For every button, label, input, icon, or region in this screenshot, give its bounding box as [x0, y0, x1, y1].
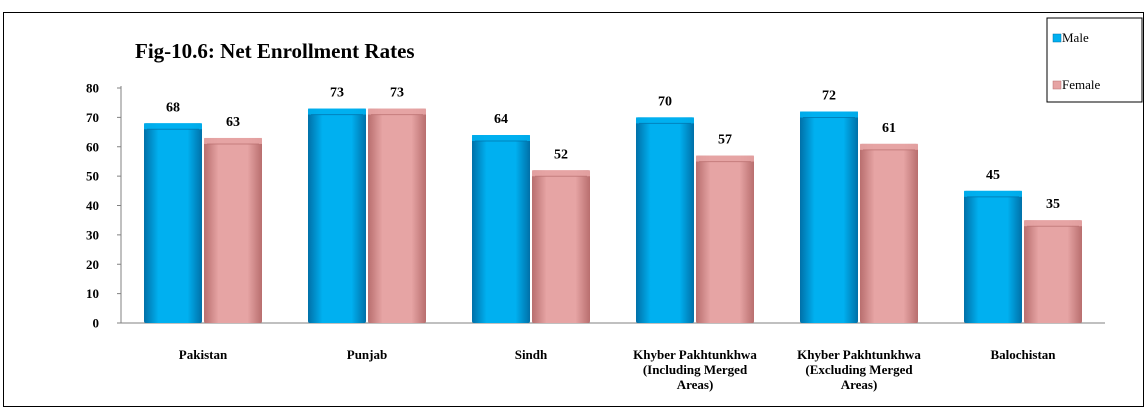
- bar-female: [204, 137, 262, 323]
- data-label: 52: [554, 147, 568, 162]
- bar-bevel: [308, 108, 366, 115]
- bars: [144, 108, 1082, 323]
- y-tick-label: 10: [86, 286, 99, 301]
- y-tick-label: 80: [86, 81, 99, 96]
- legend-swatch-male: [1052, 33, 1062, 43]
- bar-bevel: [368, 108, 426, 115]
- bar-male: [964, 190, 1022, 323]
- y-tick-label: 50: [86, 169, 99, 184]
- bar-bevel: [472, 135, 530, 141]
- category-labels: Pakistan Punjab Sindh Khyber Pakhtunkhwa (In…: [179, 347, 1056, 392]
- bar-female: [860, 143, 918, 323]
- chart-title: Fig-10.6: Net Enrollment Rates: [135, 39, 415, 63]
- bar-bevel: [144, 123, 202, 130]
- y-tick-label: 40: [86, 198, 99, 213]
- bar-female: [532, 170, 590, 323]
- bar-bevel: [860, 143, 918, 150]
- data-label: 73: [390, 86, 404, 101]
- data-label: 73: [330, 86, 344, 101]
- category-label: Khyber Pakhtunkhwa (Including Merged Areas…: [633, 347, 757, 392]
- category-label: Sindh: [515, 347, 548, 362]
- y-tick-label: 60: [86, 139, 99, 154]
- bar-bevel: [204, 137, 262, 144]
- category-label: Khyber Pakhtunkhwa (Excluding Merged Areas…: [797, 347, 921, 392]
- legend-box: [1046, 17, 1143, 103]
- data-label: 45: [986, 168, 1000, 183]
- bar-male: [308, 108, 366, 323]
- legend-label-male: Male: [1062, 30, 1089, 45]
- legend: Male Female: [1046, 17, 1143, 103]
- y-axis: 0 10 20 30 40 50 60 70 80: [86, 81, 1105, 331]
- data-label: 63: [226, 115, 240, 130]
- y-tick-label: 0: [93, 316, 100, 331]
- data-label: 70: [658, 94, 672, 109]
- bar-male: [144, 123, 202, 323]
- bar-female: [368, 108, 426, 323]
- bar-male: [800, 111, 858, 323]
- bar-bevel: [636, 117, 694, 124]
- bar-bevel: [696, 155, 754, 162]
- category-label: Pakistan: [179, 347, 228, 362]
- category-label: Punjab: [347, 347, 387, 362]
- y-tick-label: 20: [86, 257, 99, 272]
- bar-male: [636, 117, 694, 323]
- data-label: 61: [882, 121, 896, 136]
- bar-female: [696, 155, 754, 323]
- data-label: 68: [166, 100, 180, 115]
- data-label: 72: [822, 89, 836, 104]
- y-tick-label: 70: [86, 110, 99, 125]
- legend-swatch-female: [1052, 80, 1062, 90]
- data-label: 64: [494, 112, 508, 127]
- data-labels: 68 63 73 73 64 52 70 57 72 61 45 35: [166, 86, 1060, 213]
- bar-bevel: [1024, 220, 1082, 227]
- y-tick-label: 30: [86, 227, 99, 242]
- bar-male: [472, 135, 530, 323]
- legend-label-female: Female: [1062, 77, 1100, 92]
- bar-bevel: [964, 190, 1022, 197]
- category-label: Balochistan: [990, 347, 1056, 362]
- data-label: 35: [1046, 197, 1060, 212]
- bar-bevel: [800, 111, 858, 118]
- bar-female: [1024, 220, 1082, 323]
- data-label: 57: [718, 133, 732, 148]
- bar-bevel: [532, 170, 590, 177]
